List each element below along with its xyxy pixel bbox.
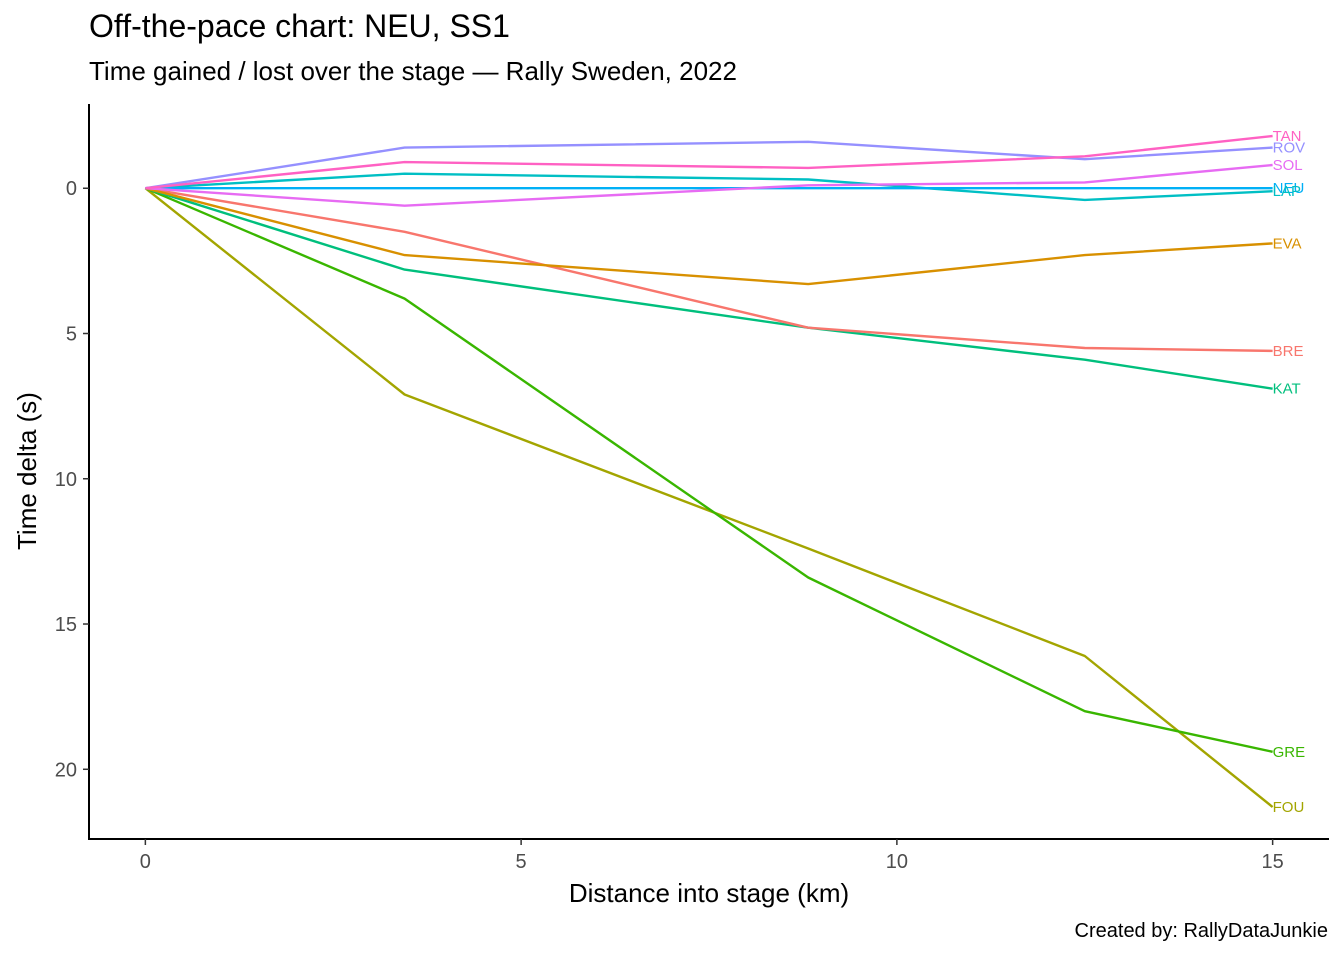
end-label-lap: LAP	[1273, 183, 1301, 200]
series-line-lap	[145, 172, 1273, 202]
end-label-neu: NEU	[1273, 180, 1305, 197]
chart-subtitle: Time gained / lost over the stage — Rall…	[89, 56, 737, 86]
x-tick-label: 0	[140, 851, 151, 873]
y-axis-title: Time delta (s)	[12, 392, 42, 550]
x-axis-title: Distance into stage (km)	[569, 878, 849, 908]
series-layer	[144, 134, 1274, 808]
end-label-gre: GRE	[1273, 744, 1306, 761]
series-line-tan	[145, 134, 1273, 190]
series-line-rov	[145, 140, 1273, 190]
series-line-gre	[144, 187, 1273, 753]
end-label-sol: SOL	[1273, 157, 1303, 174]
end-label-rov: ROV	[1273, 140, 1306, 157]
end-label-fou: FOU	[1273, 799, 1305, 816]
y-tick-label: 10	[55, 469, 77, 491]
y-tick-label: 15	[55, 614, 77, 636]
end-label-bre: BRE	[1273, 343, 1304, 360]
y-tick-label: 0	[66, 178, 77, 200]
series-line-fou	[144, 187, 1274, 808]
series-line-bre	[145, 187, 1273, 353]
axis-ticks: 0 5 10 15 0 5 10 15 20	[55, 178, 1284, 873]
end-label-tan: TAN	[1273, 128, 1302, 145]
chart-title: Off-the-pace chart: NEU, SS1	[89, 8, 510, 44]
x-tick-label: 5	[516, 851, 527, 873]
end-label-kat: KAT	[1273, 381, 1301, 398]
chart-caption: Created by: RallyDataJunkie	[1074, 920, 1328, 942]
end-label-eva: EVA	[1273, 235, 1302, 252]
y-tick-label: 20	[55, 759, 77, 781]
series-line-kat	[145, 187, 1273, 390]
y-tick-label: 5	[66, 324, 77, 346]
x-tick-label: 10	[886, 851, 908, 873]
x-tick-label: 15	[1262, 851, 1284, 873]
series-line-eva	[145, 187, 1273, 286]
series-line-sol	[145, 163, 1273, 207]
